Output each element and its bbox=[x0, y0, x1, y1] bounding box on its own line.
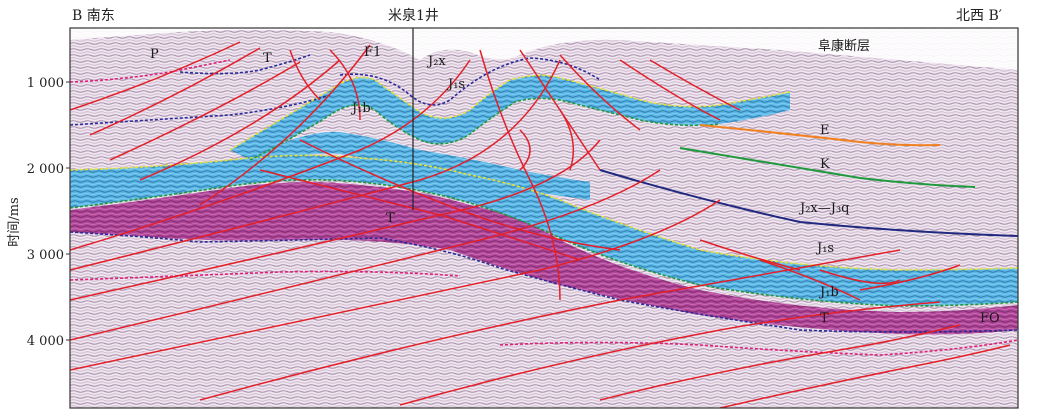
y-axis-ticks: 1 000 2 000 3 000 4 000 bbox=[27, 76, 71, 349]
section-left-endpoint-label: B 南东 bbox=[72, 8, 115, 24]
unit-label-T-top: T bbox=[263, 51, 272, 66]
unit-label-J1s-right: J₁s bbox=[815, 241, 834, 256]
unit-label-J2x-J3q: J₂x—J₃q bbox=[798, 201, 850, 216]
magenta-layer bbox=[70, 182, 1018, 335]
blue-layer-upper bbox=[230, 75, 790, 160]
unit-label-E: E bbox=[820, 123, 830, 138]
unit-label-J1s-top: J₁s bbox=[446, 77, 465, 92]
unit-label-FO: FO bbox=[980, 311, 1000, 326]
fault-name-label: 阜康断层 bbox=[818, 38, 870, 54]
unit-label-T-right: T bbox=[820, 311, 829, 326]
well-label: 米泉1井 bbox=[388, 7, 439, 24]
y-tick-label: 2 000 bbox=[27, 162, 64, 177]
fault-label-F1: F1 bbox=[364, 45, 381, 60]
unit-label-K: K bbox=[820, 157, 830, 172]
seismic-panel bbox=[70, 28, 1018, 408]
unit-labels: P T F1 J₂x J₁s 阜康断层 J₁b E K J₂x—J₃q T J₁… bbox=[150, 38, 1000, 326]
unit-label-J2x-top: J₂x bbox=[426, 54, 446, 69]
unit-label-T-mid: T bbox=[386, 211, 395, 226]
y-tick-label: 4 000 bbox=[27, 334, 64, 349]
y-tick-label: 3 000 bbox=[27, 248, 64, 263]
y-tick-label: 1 000 bbox=[27, 76, 64, 91]
unit-label-P: P bbox=[150, 47, 159, 62]
section-right-endpoint-label: 北西 B′ bbox=[956, 8, 1002, 24]
blue-layer-lower bbox=[70, 155, 1018, 306]
y-axis-label: 时间/ms bbox=[7, 197, 22, 246]
unit-label-J1b-right: J₁b bbox=[818, 285, 839, 300]
unit-label-J1b-left: J₁b bbox=[350, 101, 371, 116]
